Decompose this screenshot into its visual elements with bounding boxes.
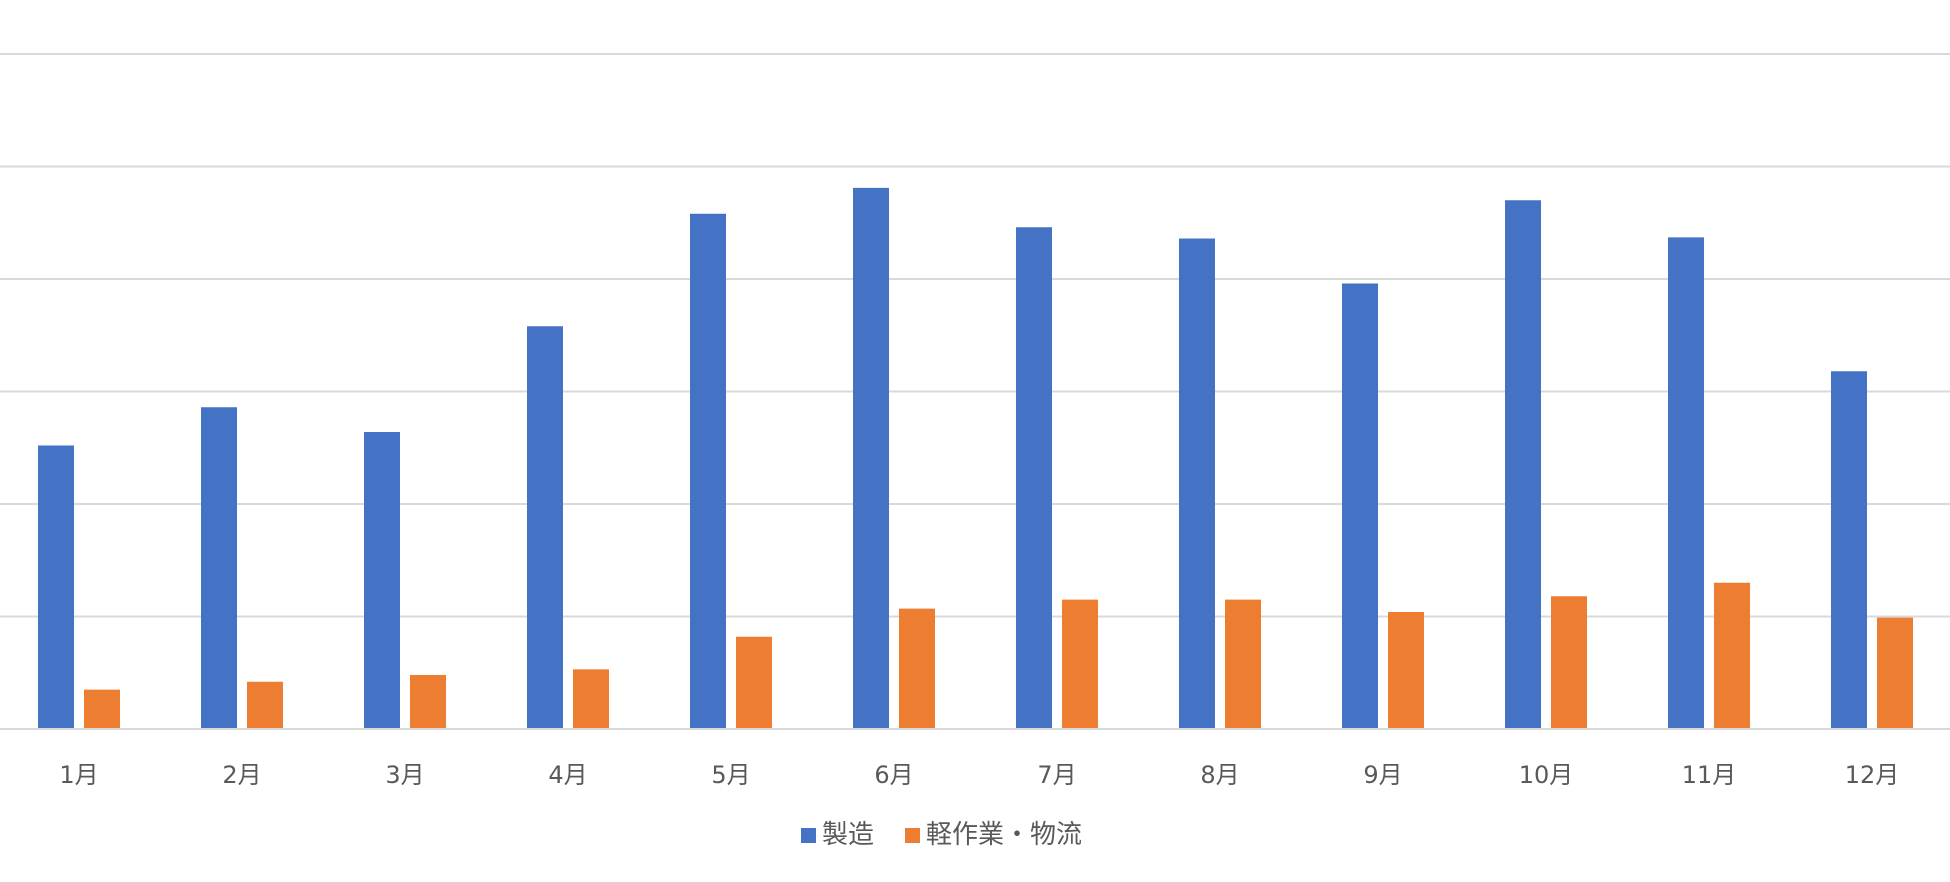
x-tick-label: 3月 — [385, 761, 424, 789]
x-tick-label: 4月 — [548, 761, 587, 789]
bar-keisagyo-butsuryu-7 — [1062, 599, 1098, 729]
bar-seizo-11 — [1668, 237, 1704, 729]
bar-keisagyo-butsuryu-2 — [247, 681, 283, 729]
legend-label: 製造 — [822, 820, 874, 850]
bar-seizo-10 — [1505, 200, 1541, 729]
bar-seizo-1 — [38, 445, 74, 729]
bar-keisagyo-butsuryu-11 — [1714, 582, 1750, 729]
bar-seizo-4 — [527, 326, 563, 729]
bar-keisagyo-butsuryu-1 — [84, 689, 120, 729]
x-tick-label: 10月 — [1519, 761, 1574, 789]
legend-label: 軽作業・物流 — [926, 820, 1082, 850]
bar-keisagyo-butsuryu-6 — [899, 608, 935, 729]
x-tick-label: 8月 — [1200, 761, 1239, 789]
x-tick-label: 11月 — [1682, 761, 1737, 789]
bar-keisagyo-butsuryu-10 — [1551, 596, 1587, 729]
x-tick-label: 2月 — [222, 761, 261, 789]
bar-keisagyo-butsuryu-12 — [1877, 617, 1913, 729]
x-tick-label: 5月 — [711, 761, 750, 789]
legend-swatch — [905, 828, 920, 843]
bar-seizo-9 — [1342, 283, 1378, 729]
bar-keisagyo-butsuryu-4 — [573, 669, 609, 729]
bar-keisagyo-butsuryu-9 — [1388, 612, 1424, 729]
bar-seizo-6 — [853, 187, 889, 729]
x-tick-label: 12月 — [1845, 761, 1900, 789]
x-tick-label: 6月 — [874, 761, 913, 789]
bar-seizo-2 — [201, 407, 237, 729]
bar-seizo-5 — [690, 213, 726, 729]
bar-seizo-7 — [1016, 227, 1052, 729]
bar-seizo-12 — [1831, 371, 1867, 729]
bar-keisagyo-butsuryu-3 — [410, 675, 446, 729]
bar-keisagyo-butsuryu-8 — [1225, 599, 1261, 729]
bars — [38, 187, 1913, 729]
x-tick-label: 1月 — [59, 761, 98, 789]
legend-swatch — [801, 828, 816, 843]
gridlines — [0, 53, 1950, 618]
bar-seizo-8 — [1179, 238, 1215, 729]
x-tick-label: 9月 — [1363, 761, 1402, 789]
bar-seizo-3 — [364, 432, 400, 729]
x-tick-labels: 1月 2月 3月 4月 5月 6月 7月 8月 9月 10月 11月 12月 — [59, 761, 1899, 789]
legend: 製造 軽作業・物流 — [801, 820, 1082, 850]
x-tick-label: 7月 — [1037, 761, 1076, 789]
bar-keisagyo-butsuryu-5 — [736, 636, 772, 729]
